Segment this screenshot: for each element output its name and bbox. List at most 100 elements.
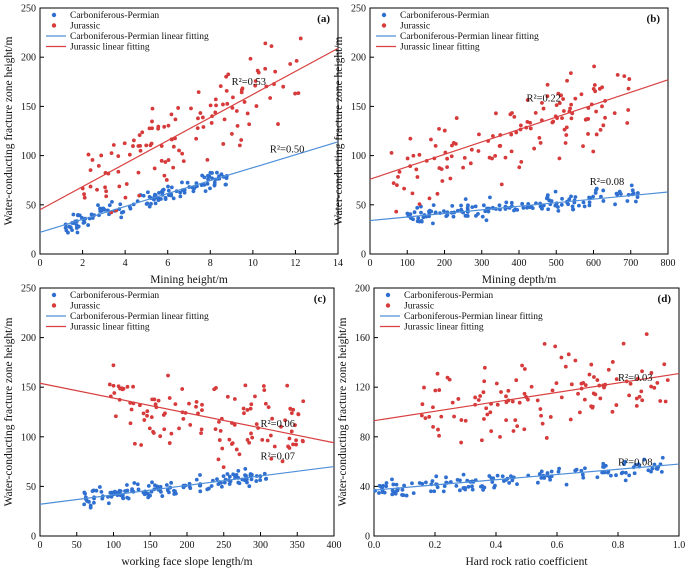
data-point-carboniferous-permian [571, 207, 575, 212]
data-point-carboniferous-permian [623, 470, 628, 475]
data-point-jurassic [247, 440, 252, 445]
fit-line-carboniferous-permian [369, 191, 669, 222]
data-point-carboniferous-permian [570, 204, 575, 209]
data-point-jurassic [557, 156, 562, 161]
data-point-carboniferous-permian [633, 199, 638, 204]
y-tick-label: 50 [26, 482, 36, 493]
data-point-jurassic [594, 132, 599, 137]
data-point-jurassic [301, 399, 306, 404]
data-point-jurassic [88, 168, 93, 173]
data-point-carboniferous-permian [595, 475, 600, 480]
data-point-carboniferous-permian [581, 475, 586, 480]
data-point-carboniferous-permian [515, 482, 519, 487]
data-point-jurassic [514, 378, 519, 383]
x-tick-label: 400 [512, 258, 527, 269]
r-squared-label: R²=0.22 [526, 93, 560, 104]
data-point-jurassic [397, 170, 402, 174]
data-point-carboniferous-permian [178, 190, 183, 195]
data-point-carboniferous-permian [208, 186, 212, 191]
data-point-jurassic [111, 143, 116, 147]
fit-line-jurassic [369, 79, 669, 180]
legend-entry: Jurassic [404, 302, 434, 312]
data-point-carboniferous-permian [146, 492, 151, 497]
data-point-jurassic [153, 402, 158, 407]
data-point-jurassic [522, 391, 527, 396]
data-point-carboniferous-permian [660, 455, 665, 460]
data-point-jurassic [221, 465, 226, 470]
data-point-jurassic [439, 167, 444, 172]
data-point-jurassic [626, 108, 631, 112]
x-tick-label: 300 [253, 540, 268, 551]
data-point-carboniferous-permian [430, 221, 435, 226]
data-point-jurassic [439, 414, 444, 419]
y-tick-label: 80 [360, 432, 370, 443]
data-point-carboniferous-permian [198, 489, 203, 494]
data-point-jurassic [245, 408, 250, 412]
data-point-jurassic [159, 144, 164, 148]
data-point-jurassic [279, 424, 283, 429]
y-tick-label: 150 [21, 102, 36, 113]
data-point-carboniferous-permian [76, 212, 80, 217]
x-tick-label: 1.0 [673, 540, 685, 551]
data-point-jurassic [469, 147, 474, 152]
data-point-jurassic [116, 169, 121, 174]
data-point-jurassic [273, 69, 278, 74]
data-point-jurassic [568, 417, 573, 422]
data-point-carboniferous-permian [258, 478, 263, 482]
data-point-carboniferous-permian [549, 469, 554, 474]
data-point-jurassic [253, 83, 258, 88]
data-point-jurassic [287, 436, 292, 441]
data-point-carboniferous-permian [615, 192, 620, 197]
data-point-carboniferous-permian [602, 465, 606, 469]
data-point-carboniferous-permian [188, 486, 193, 491]
data-point-jurassic [196, 90, 201, 95]
data-point-jurassic [640, 398, 645, 403]
data-point-jurassic [436, 427, 440, 432]
data-point-carboniferous-permian [556, 469, 561, 474]
data-point-carboniferous-permian [488, 195, 492, 200]
data-point-jurassic [450, 400, 455, 405]
data-point-carboniferous-permian [244, 477, 249, 482]
data-point-jurassic [586, 132, 590, 136]
data-point-carboniferous-permian [441, 489, 446, 494]
data-point-carboniferous-permian [513, 207, 518, 212]
legend-entry: Jurassic linear fitting [70, 42, 150, 53]
data-point-carboniferous-permian [432, 489, 437, 494]
data-point-jurassic [554, 103, 559, 108]
data-point-jurassic [300, 438, 305, 443]
data-point-carboniferous-permian [117, 488, 122, 493]
data-point-jurassic [526, 397, 530, 402]
data-point-jurassic [545, 94, 550, 99]
data-point-jurassic [491, 134, 495, 138]
data-point-jurassic [405, 156, 410, 161]
data-point-carboniferous-permian [67, 224, 72, 229]
x-tick-label: 12 [290, 258, 300, 269]
data-point-carboniferous-permian [71, 212, 76, 217]
data-point-jurassic [180, 387, 185, 391]
data-point-jurassic [634, 404, 639, 408]
data-point-jurassic [509, 132, 514, 137]
data-point-jurassic [559, 395, 564, 400]
data-point-jurassic [293, 423, 297, 428]
data-point-jurassic [245, 111, 250, 116]
data-point-jurassic [116, 384, 121, 389]
data-point-carboniferous-permian [444, 475, 448, 480]
data-point-jurassic [447, 377, 452, 382]
data-point-carboniferous-permian [169, 480, 174, 485]
data-point-jurassic [234, 109, 239, 113]
data-point-jurassic [411, 153, 416, 158]
data-point-jurassic [484, 406, 489, 411]
data-point-jurassic [137, 133, 142, 138]
data-point-carboniferous-permian [75, 230, 80, 235]
data-point-carboniferous-permian [434, 474, 439, 479]
x-tick-label: 0.2 [429, 540, 442, 551]
data-point-jurassic [156, 126, 161, 131]
data-point-jurassic [431, 405, 435, 410]
data-point-jurassic [476, 398, 481, 402]
data-point-jurassic [541, 106, 546, 111]
y-tick-label: 0 [365, 532, 370, 543]
data-point-jurassic [454, 116, 459, 120]
data-point-carboniferous-permian [99, 489, 104, 494]
data-point-jurassic [576, 391, 580, 396]
